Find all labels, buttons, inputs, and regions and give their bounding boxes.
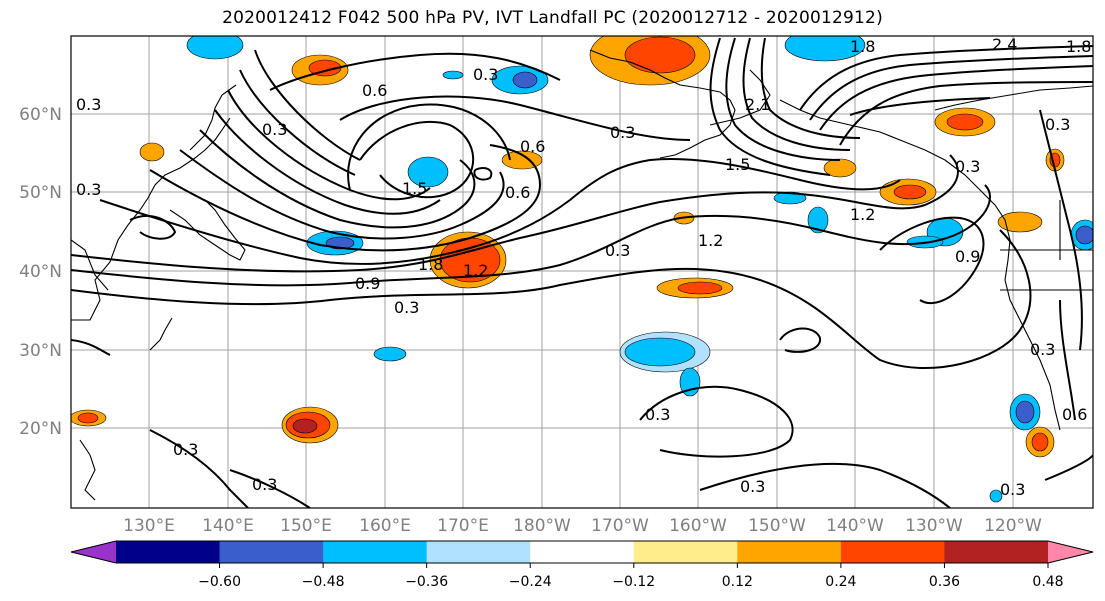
contour-label: 0.3 <box>173 440 198 459</box>
contour-label: 0.3 <box>76 95 101 114</box>
colorbar-segment <box>426 541 531 563</box>
latitude-axis: 60°N 50°N 40°N 30°N 20°N <box>19 105 62 439</box>
longitude-label: 130°E <box>123 516 175 536</box>
colorbar-segment <box>840 541 945 563</box>
pv-shading <box>71 36 1093 503</box>
contour-label: 1.2 <box>850 205 875 224</box>
colorbar-tick-label: 0.48 <box>1032 574 1063 590</box>
contour-label: 1.8 <box>1066 37 1091 56</box>
colorbar-segment <box>116 541 221 563</box>
contour-label: 0.3 <box>473 65 498 84</box>
colorbar-extend-min <box>71 541 116 563</box>
contour-label: 0.9 <box>955 247 980 266</box>
colorbar-segment <box>737 541 842 563</box>
contour-label: 1.8 <box>418 255 443 274</box>
colorbar-segment <box>633 541 738 563</box>
contour-label: 1.2 <box>463 261 488 280</box>
latitude-label: 20°N <box>19 419 62 439</box>
contour-label: 0.9 <box>355 274 380 293</box>
contour-label: 2.1 <box>745 95 770 114</box>
colorbar-tick-label: −0.12 <box>612 574 655 590</box>
longitude-label: 150°W <box>748 516 806 536</box>
colorbar-segment <box>323 541 428 563</box>
longitude-label: 160°W <box>669 516 727 536</box>
longitude-label: 150°E <box>280 516 332 536</box>
coastlines <box>71 49 1093 501</box>
contour-label: 0.3 <box>394 298 419 317</box>
contour-label: 1.2 <box>698 231 723 250</box>
colorbar-segment <box>219 541 324 563</box>
contour-label: 2.4 <box>992 35 1017 54</box>
map-panel <box>71 36 1093 508</box>
colorbar-tick-label: 0.24 <box>825 574 856 590</box>
contour-label: 0.3 <box>1045 115 1070 134</box>
latitude-label: 60°N <box>19 105 62 125</box>
contour-label: 0.3 <box>955 157 980 176</box>
ivt-contours <box>71 37 1093 508</box>
contour-label: 0.3 <box>1000 480 1025 499</box>
colorbar-tick-label: 0.36 <box>929 574 960 590</box>
contour-label: 0.6 <box>505 183 530 202</box>
contour-label: 0.6 <box>520 137 545 156</box>
longitude-label: 120°W <box>984 516 1042 536</box>
colorbar-tick-label: −0.36 <box>405 574 448 590</box>
contour-label: 0.3 <box>252 475 277 494</box>
longitude-label: 130°W <box>905 516 963 536</box>
longitude-label: 140°W <box>826 516 884 536</box>
contour-label: 0.3 <box>262 120 287 139</box>
longitude-label: 170°E <box>437 516 489 536</box>
colorbar-extend-max <box>1048 541 1093 563</box>
contour-label: 0.3 <box>740 477 765 496</box>
latitude-label: 30°N <box>19 341 62 361</box>
contour-label: 0.6 <box>1062 405 1087 424</box>
longitude-label: 160°E <box>359 516 411 536</box>
latitude-label: 40°N <box>19 262 62 282</box>
colorbar-segment <box>530 541 635 563</box>
figure-title: 2020012412 F042 500 hPa PV, IVT Landfall… <box>222 8 883 28</box>
colorbar-outline <box>70 540 1094 564</box>
contour-label: 0.3 <box>1030 340 1055 359</box>
colorbar-tick-label: −0.24 <box>509 574 552 590</box>
colorbar-tick-label: −0.60 <box>198 574 241 590</box>
colorbar-segment <box>944 541 1049 563</box>
colorbar-tick-label: −0.48 <box>302 574 345 590</box>
contour-label: 0.3 <box>645 405 670 424</box>
colorbar: −0.60 −0.48 −0.36 −0.24 −0.12 0.12 0.24 0.36 0.4… <box>70 540 1094 590</box>
contour-label: 0.3 <box>605 241 630 260</box>
latitude-label: 50°N <box>19 183 62 203</box>
contour-label: 1.5 <box>725 155 750 174</box>
longitude-label: 180°W <box>513 516 571 536</box>
contour-label: 0.3 <box>76 180 101 199</box>
contour-label: 1.8 <box>850 37 875 56</box>
longitude-label: 170°W <box>591 516 649 536</box>
map-frame <box>70 35 1094 509</box>
longitude-axis: 130°E 140°E 150°E 160°E 170°E 180°W 170°W 160°W… <box>123 516 1042 536</box>
contour-label: 0.6 <box>362 81 387 100</box>
contour-label: 1.5 <box>402 179 427 198</box>
contour-label: 0.3 <box>610 123 635 142</box>
colorbar-tick-label: 0.12 <box>722 574 753 590</box>
longitude-label: 140°E <box>202 516 254 536</box>
contour-labels: 0.6 0.3 1.5 1.8 1.2 0.9 0.3 0.6 0.6 0.3 … <box>76 35 1091 499</box>
